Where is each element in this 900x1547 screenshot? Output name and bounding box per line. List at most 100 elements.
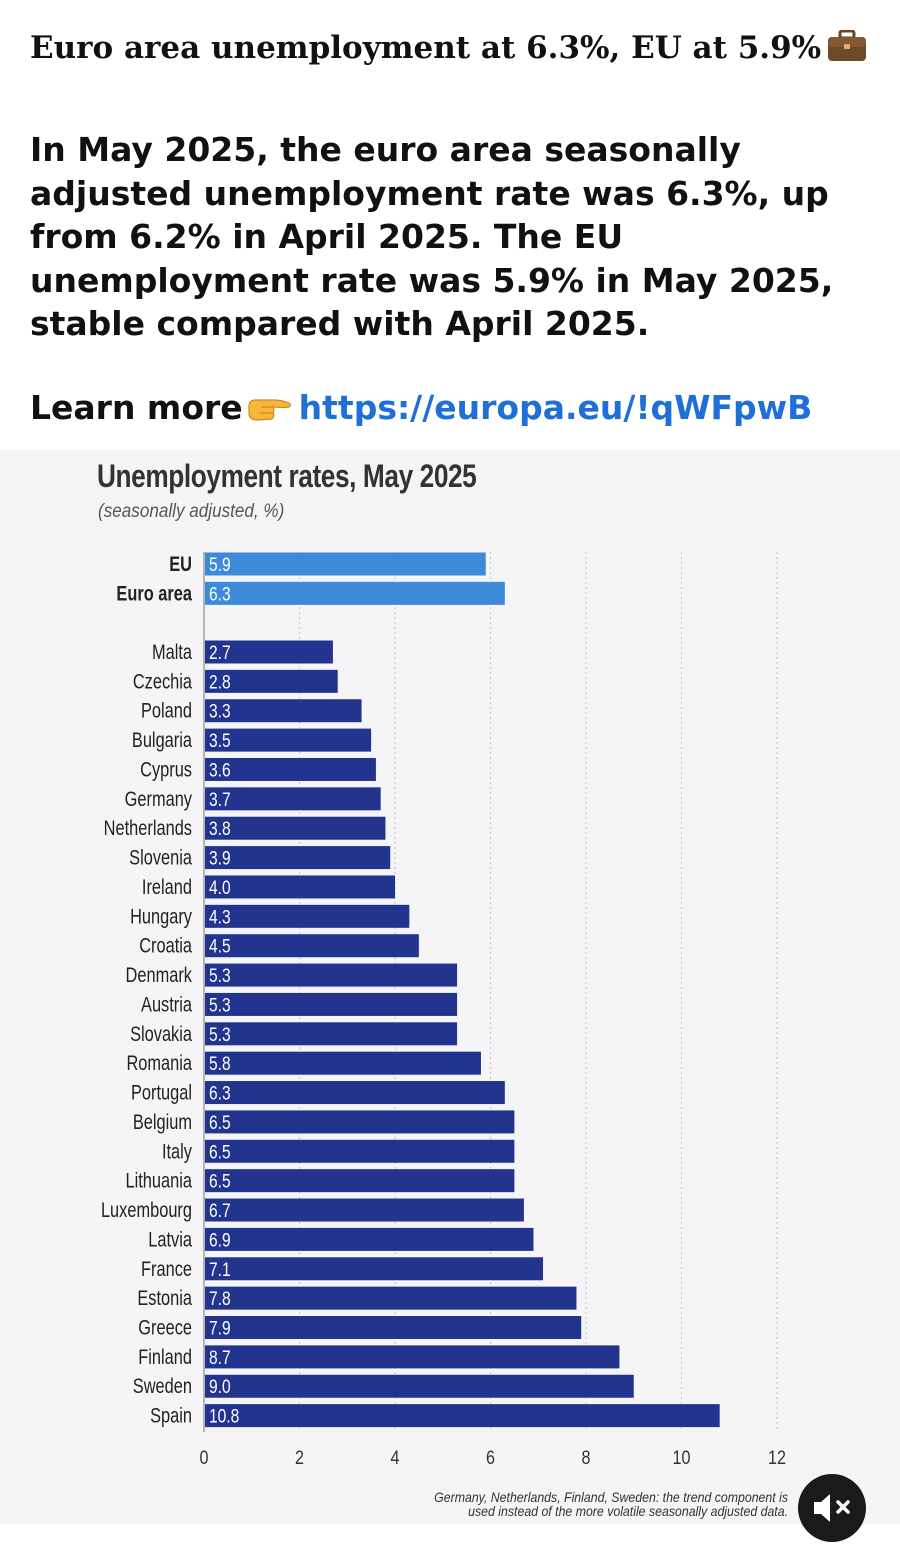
bar-value-label: 5.3 (209, 994, 231, 1016)
category-label: Slovenia (129, 846, 192, 869)
bar-value-label: 5.3 (209, 1023, 231, 1045)
bar (205, 1404, 720, 1428)
learn-more-link[interactable]: https://europa.eu/!qWFpwB (298, 388, 813, 427)
bar (205, 992, 458, 1016)
bar-value-label: 6.5 (209, 1170, 231, 1192)
bar (205, 728, 372, 752)
post-headline: Euro area unemployment at 6.3%, EU at 5.… (30, 30, 880, 66)
bar-value-label: 5.9 (209, 554, 231, 576)
bar-value-label: 8.7 (209, 1346, 231, 1368)
bar (205, 552, 486, 576)
bar-value-label: 5.3 (209, 965, 231, 987)
bar-value-label: 6.9 (209, 1229, 231, 1251)
bar-value-label: 2.7 (209, 642, 231, 664)
mute-button[interactable] (798, 1474, 866, 1542)
bar-value-label: 3.6 (209, 759, 231, 781)
pointing-hand-icon (248, 399, 291, 421)
bar (205, 1139, 515, 1163)
x-tick-label: 10 (673, 1447, 691, 1469)
bar (205, 1286, 577, 1310)
bar (205, 581, 505, 605)
bar-value-label: 6.7 (209, 1200, 231, 1222)
category-label: Sweden (133, 1374, 192, 1397)
post-body: In May 2025, the euro area seasonally ad… (30, 130, 834, 343)
bar (205, 1227, 534, 1251)
speaker-muted-icon (814, 1494, 850, 1522)
bar-value-label: 6.5 (209, 1111, 231, 1133)
category-label: Italy (162, 1139, 193, 1162)
chart-footnote: Germany, Netherlands, Finland, Sweden: t… (434, 1489, 788, 1519)
category-label: Finland (138, 1345, 192, 1368)
bar-value-label: 9.0 (209, 1376, 231, 1398)
bar-value-label: 7.8 (209, 1288, 231, 1310)
bar (205, 1081, 505, 1105)
category-label: Ireland (142, 875, 192, 898)
bar (205, 846, 391, 870)
x-tick-label: 12 (768, 1447, 786, 1469)
category-label: Luxembourg (101, 1198, 192, 1221)
category-label: Romania (126, 1051, 192, 1074)
bar-value-label: 5.8 (209, 1053, 231, 1075)
bar-value-label: 6.3 (209, 1082, 231, 1104)
bar (205, 669, 338, 693)
bar (205, 699, 362, 723)
bar (205, 875, 395, 899)
bar (205, 1110, 515, 1134)
learn-more-line: Learn more https://europa.eu/!qWFpwB (30, 388, 880, 427)
bar (205, 787, 381, 811)
x-tick-label: 8 (582, 1447, 591, 1469)
bar (205, 640, 333, 664)
bar-value-label: 7.9 (209, 1317, 231, 1339)
category-label: Hungary (130, 904, 192, 927)
category-label: Slovakia (130, 1022, 192, 1045)
bar-value-label: 10.8 (209, 1405, 239, 1427)
bar (205, 816, 386, 840)
bar (205, 1374, 634, 1398)
category-label: Euro area (116, 581, 192, 604)
category-label: Denmark (126, 963, 193, 986)
bar-value-label: 4.5 (209, 935, 231, 957)
category-label: France (141, 1257, 192, 1280)
x-tick-label: 4 (391, 1447, 400, 1469)
category-label: Cyprus (140, 758, 192, 781)
bar-value-label: 4.0 (209, 876, 231, 898)
category-label: Greece (138, 1316, 192, 1339)
category-label: Estonia (137, 1286, 192, 1309)
bar (205, 1051, 481, 1075)
bar-value-label: 3.3 (209, 700, 231, 722)
briefcase-icon (828, 30, 867, 61)
category-label: Germany (125, 787, 193, 810)
learn-more-label: Learn more (30, 388, 243, 427)
bar-value-label: 7.1 (209, 1258, 231, 1280)
bar (205, 1022, 458, 1046)
category-label: Austria (141, 992, 192, 1015)
bar-value-label: 3.8 (209, 818, 231, 840)
category-label: Czechia (133, 669, 193, 692)
headline-text: Euro area unemployment at 6.3%, EU at 5.… (30, 30, 822, 66)
category-label: Poland (141, 699, 192, 722)
bar (205, 1316, 582, 1340)
x-tick-label: 2 (295, 1447, 304, 1469)
category-label: Portugal (131, 1081, 192, 1104)
x-tick-label: 6 (486, 1447, 495, 1469)
bar (205, 1198, 524, 1222)
bar (205, 1257, 544, 1281)
bar (205, 934, 419, 958)
category-label: Malta (152, 640, 193, 663)
chart-panel (0, 450, 900, 1524)
chart-title: Unemployment rates, May 2025 (97, 458, 477, 494)
bar-value-label: 3.5 (209, 730, 231, 752)
bar-value-label: 6.3 (209, 583, 231, 605)
bar (205, 963, 458, 987)
category-label: Bulgaria (132, 728, 193, 751)
bar (205, 904, 410, 928)
category-label: Belgium (133, 1110, 192, 1133)
bar-value-label: 6.5 (209, 1141, 231, 1163)
bar-value-label: 4.3 (209, 906, 231, 928)
post-header: Euro area unemployment at 6.3%, EU at 5.… (0, 0, 900, 450)
chart-subtitle: (seasonally adjusted, %) (98, 501, 285, 522)
category-label: Spain (150, 1404, 192, 1427)
bar-value-label: 2.8 (209, 671, 231, 693)
bar-value-label: 3.9 (209, 847, 231, 869)
